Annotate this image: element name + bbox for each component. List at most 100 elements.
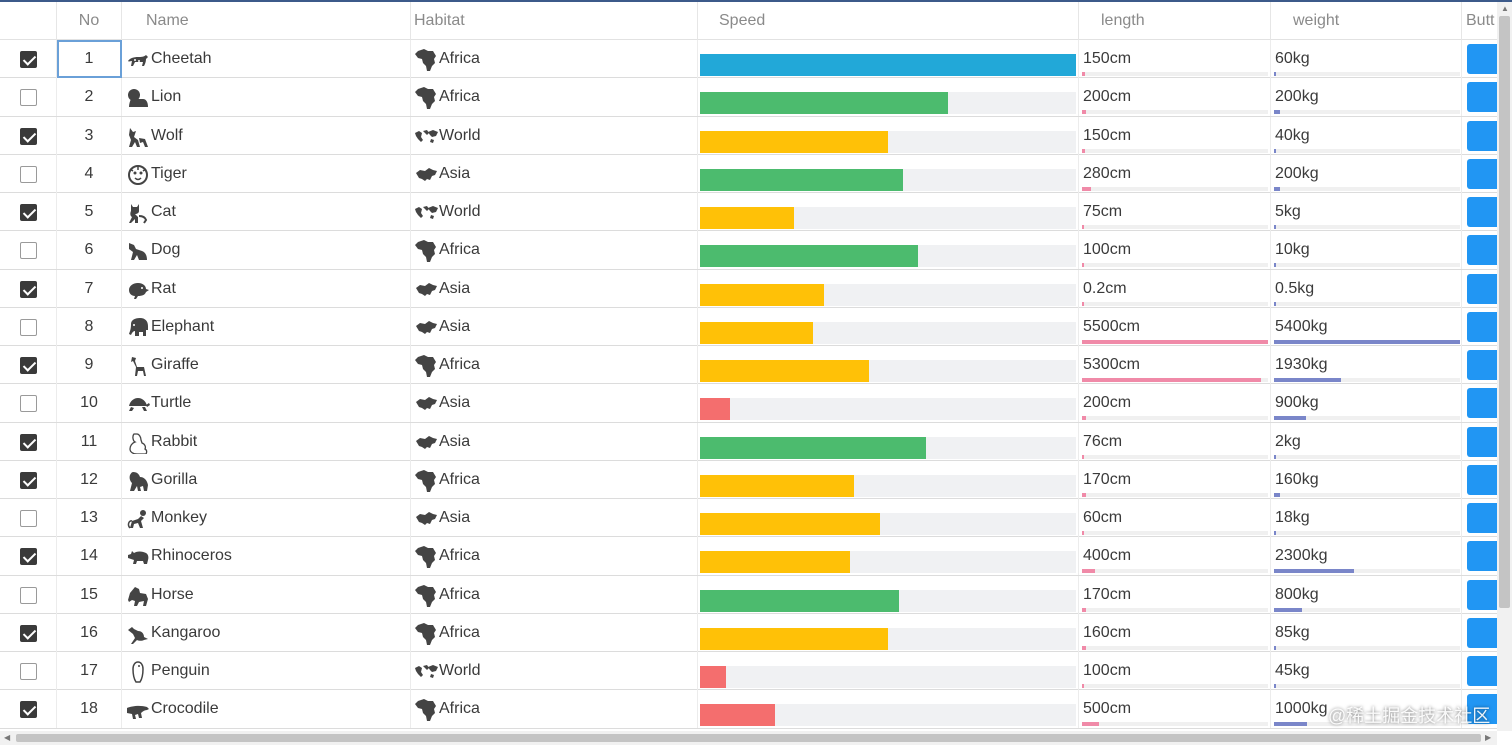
row-weight-cell[interactable]: 40kg bbox=[1271, 116, 1462, 155]
row-habitat-cell[interactable]: World bbox=[411, 652, 698, 690]
row-no-cell[interactable]: 15 bbox=[57, 575, 122, 614]
header-button[interactable]: Butt bbox=[1466, 12, 1495, 29]
row-speed-cell[interactable] bbox=[698, 652, 1079, 690]
row-habitat-cell[interactable]: Asia bbox=[411, 384, 698, 423]
row-name-cell[interactable]: Cat bbox=[122, 193, 411, 231]
row-name-cell[interactable]: Rat bbox=[122, 269, 411, 308]
row-weight-cell[interactable]: 2300kg bbox=[1271, 537, 1462, 576]
row-name-cell[interactable]: Horse bbox=[122, 575, 411, 614]
horizontal-scrollbar[interactable]: ◀ ▶ bbox=[0, 731, 1497, 745]
row-checkbox[interactable] bbox=[20, 471, 37, 489]
row-habitat-cell[interactable]: Africa bbox=[411, 460, 698, 499]
row-action-button[interactable] bbox=[1467, 197, 1497, 227]
header-name[interactable]: Name bbox=[122, 2, 411, 40]
row-checkbox[interactable] bbox=[20, 586, 37, 604]
row-length-cell[interactable]: 160cm bbox=[1079, 613, 1271, 652]
scroll-right-icon[interactable]: ▶ bbox=[1485, 733, 1492, 742]
row-speed-cell[interactable] bbox=[698, 154, 1079, 193]
row-no-cell[interactable]: 3 bbox=[57, 116, 122, 155]
row-speed-cell[interactable] bbox=[698, 460, 1079, 499]
table-row[interactable]: 14 Rhinoceros Africa 400cm 2300kg bbox=[0, 537, 1497, 576]
row-name-cell[interactable]: Crocodile bbox=[122, 690, 411, 729]
header-speed[interactable]: Speed bbox=[698, 2, 1079, 40]
row-speed-cell[interactable] bbox=[698, 78, 1079, 117]
row-speed-cell[interactable] bbox=[698, 116, 1079, 155]
scroll-up-icon[interactable]: ▲ bbox=[1501, 4, 1509, 13]
vertical-scrollbar[interactable]: ▲ bbox=[1497, 2, 1512, 731]
table-row[interactable]: 12 Gorilla Africa 170cm 160kg bbox=[0, 460, 1497, 499]
row-name-cell[interactable]: Monkey bbox=[122, 499, 411, 537]
row-action-button[interactable] bbox=[1467, 426, 1497, 457]
row-habitat-cell[interactable]: Africa bbox=[411, 613, 698, 652]
row-no-cell[interactable]: 14 bbox=[57, 537, 122, 576]
row-length-cell[interactable]: 0.2cm bbox=[1079, 269, 1271, 308]
table-row[interactable]: 3 Wolf World 150cm 40kg bbox=[0, 116, 1497, 155]
row-weight-cell[interactable]: 5400kg bbox=[1271, 307, 1462, 346]
row-name-cell[interactable]: Kangaroo bbox=[122, 613, 411, 652]
table-row[interactable]: 9 Giraffe Africa 5300cm 1930kg bbox=[0, 346, 1497, 385]
row-action-button[interactable] bbox=[1467, 656, 1497, 686]
row-weight-cell[interactable]: 1930kg bbox=[1271, 346, 1462, 384]
row-checkbox[interactable] bbox=[20, 663, 37, 680]
row-no-cell[interactable]: 11 bbox=[57, 422, 122, 461]
row-weight-cell[interactable]: 45kg bbox=[1271, 652, 1462, 690]
row-length-cell[interactable]: 75cm bbox=[1079, 193, 1271, 231]
row-habitat-cell[interactable]: Africa bbox=[411, 78, 698, 117]
row-weight-cell[interactable]: 0.5kg bbox=[1271, 269, 1462, 308]
table-row[interactable]: 7 Rat Asia 0.2cm 0.5kg bbox=[0, 269, 1497, 308]
row-weight-cell[interactable]: 200kg bbox=[1271, 78, 1462, 117]
row-action-button[interactable] bbox=[1467, 350, 1497, 380]
row-action-button[interactable] bbox=[1467, 311, 1497, 342]
row-no-cell[interactable]: 10 bbox=[57, 384, 122, 423]
table-row[interactable]: 10 Turtle Asia 200cm 900kg bbox=[0, 384, 1497, 423]
row-name-cell[interactable]: Turtle bbox=[122, 384, 411, 423]
row-speed-cell[interactable] bbox=[698, 384, 1079, 423]
row-name-cell[interactable]: Cheetah bbox=[122, 40, 411, 78]
row-no-cell[interactable]: 8 bbox=[57, 307, 122, 346]
row-habitat-cell[interactable]: Asia bbox=[411, 154, 698, 193]
table-row[interactable]: 16 Kangaroo Africa 160cm 85kg bbox=[0, 613, 1497, 652]
row-length-cell[interactable]: 76cm bbox=[1079, 422, 1271, 461]
row-habitat-cell[interactable]: Africa bbox=[411, 346, 698, 384]
row-length-cell[interactable]: 100cm bbox=[1079, 652, 1271, 690]
row-action-button[interactable] bbox=[1467, 579, 1497, 610]
row-checkbox[interactable] bbox=[20, 242, 37, 260]
row-no-cell[interactable]: 18 bbox=[57, 690, 122, 729]
row-no-cell[interactable]: 17 bbox=[57, 652, 122, 690]
table-row[interactable]: 6 Dog Africa 100cm 10kg bbox=[0, 231, 1497, 270]
row-no-cell[interactable]: 9 bbox=[57, 346, 122, 384]
row-action-button[interactable] bbox=[1467, 503, 1497, 533]
row-length-cell[interactable]: 150cm bbox=[1079, 116, 1271, 155]
row-speed-cell[interactable] bbox=[698, 307, 1079, 346]
row-checkbox[interactable] bbox=[20, 280, 37, 298]
row-no-cell[interactable]: 6 bbox=[57, 231, 122, 270]
row-habitat-cell[interactable]: Asia bbox=[411, 307, 698, 346]
row-habitat-cell[interactable]: Africa bbox=[411, 537, 698, 576]
table-row[interactable]: 8 Elephant Asia 5500cm 5400kg bbox=[0, 307, 1497, 346]
row-speed-cell[interactable] bbox=[698, 269, 1079, 308]
row-speed-cell[interactable] bbox=[698, 537, 1079, 576]
row-checkbox[interactable] bbox=[20, 510, 37, 527]
row-action-button[interactable] bbox=[1467, 388, 1497, 419]
row-checkbox[interactable] bbox=[20, 204, 37, 221]
row-habitat-cell[interactable]: Asia bbox=[411, 499, 698, 537]
row-no-cell[interactable]: 4 bbox=[57, 154, 122, 193]
row-length-cell[interactable]: 170cm bbox=[1079, 575, 1271, 614]
row-weight-cell[interactable]: 10kg bbox=[1271, 231, 1462, 270]
row-action-button[interactable] bbox=[1467, 694, 1497, 725]
table-row[interactable]: 1 Cheetah Africa 150cm 60kg bbox=[0, 40, 1497, 79]
vertical-scroll-thumb[interactable] bbox=[1499, 16, 1510, 608]
header-no[interactable]: No bbox=[57, 2, 122, 40]
row-weight-cell[interactable]: 18kg bbox=[1271, 499, 1462, 537]
row-checkbox[interactable] bbox=[20, 357, 37, 374]
row-action-button[interactable] bbox=[1467, 235, 1497, 266]
table-row[interactable]: 18 Crocodile Africa 500cm 1000kg bbox=[0, 690, 1497, 729]
row-length-cell[interactable]: 280cm bbox=[1079, 154, 1271, 193]
row-habitat-cell[interactable]: Africa bbox=[411, 231, 698, 270]
row-checkbox[interactable] bbox=[20, 701, 37, 719]
row-weight-cell[interactable]: 200kg bbox=[1271, 154, 1462, 193]
row-action-button[interactable] bbox=[1467, 44, 1497, 74]
row-name-cell[interactable]: Gorilla bbox=[122, 460, 411, 499]
row-checkbox[interactable] bbox=[20, 89, 37, 107]
row-length-cell[interactable]: 500cm bbox=[1079, 690, 1271, 729]
